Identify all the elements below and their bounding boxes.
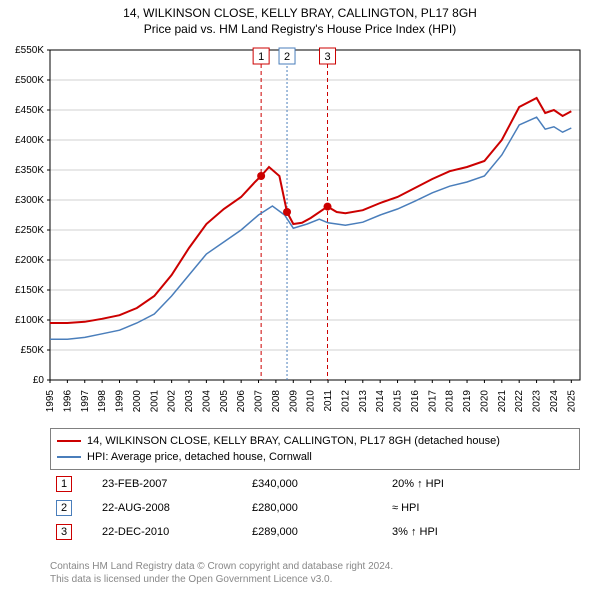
attribution-line-1: Contains HM Land Registry data © Crown c… bbox=[50, 560, 580, 573]
marker-price-2: £280,000 bbox=[252, 502, 392, 514]
marker-price-1: £340,000 bbox=[252, 478, 392, 490]
marker-hpi-1: 20% ↑ HPI bbox=[392, 478, 580, 490]
marker-date-2: 22-AUG-2008 bbox=[102, 502, 252, 514]
marker-hpi-2: ≈ HPI bbox=[392, 502, 580, 514]
svg-text:2013: 2013 bbox=[358, 390, 369, 413]
marker-row-2: 2 22-AUG-2008 £280,000 ≈ HPI bbox=[50, 496, 580, 520]
svg-text:1: 1 bbox=[258, 51, 264, 63]
svg-text:£450K: £450K bbox=[15, 105, 44, 116]
svg-text:2019: 2019 bbox=[462, 390, 473, 413]
chart-plot-area: £0£50K£100K£150K£200K£250K£300K£350K£400… bbox=[50, 50, 580, 420]
svg-text:£150K: £150K bbox=[15, 285, 44, 296]
svg-text:2001: 2001 bbox=[149, 390, 160, 413]
svg-text:2014: 2014 bbox=[375, 390, 386, 413]
svg-text:£0: £0 bbox=[33, 375, 45, 386]
svg-text:1998: 1998 bbox=[97, 390, 108, 413]
svg-text:2012: 2012 bbox=[340, 390, 351, 413]
svg-text:2008: 2008 bbox=[271, 390, 282, 413]
svg-text:2004: 2004 bbox=[201, 390, 212, 413]
svg-text:2024: 2024 bbox=[549, 390, 560, 413]
svg-text:1997: 1997 bbox=[80, 390, 91, 413]
marker-hpi-3: 3% ↑ HPI bbox=[392, 526, 580, 538]
svg-text:3: 3 bbox=[324, 51, 330, 63]
svg-text:2015: 2015 bbox=[393, 390, 404, 413]
svg-text:2005: 2005 bbox=[219, 390, 230, 413]
svg-text:1995: 1995 bbox=[45, 390, 56, 413]
svg-text:2009: 2009 bbox=[288, 390, 299, 413]
legend: 14, WILKINSON CLOSE, KELLY BRAY, CALLING… bbox=[50, 428, 580, 470]
markers-table: 1 23-FEB-2007 £340,000 20% ↑ HPI 2 22-AU… bbox=[50, 472, 580, 544]
svg-text:2025: 2025 bbox=[566, 390, 577, 413]
chart-subtitle: Price paid vs. HM Land Registry's House … bbox=[0, 22, 600, 36]
svg-text:2006: 2006 bbox=[236, 390, 247, 413]
svg-text:2022: 2022 bbox=[514, 390, 525, 413]
attribution: Contains HM Land Registry data © Crown c… bbox=[50, 560, 580, 586]
svg-text:2003: 2003 bbox=[184, 390, 195, 413]
legend-swatch-hpi bbox=[57, 456, 81, 458]
marker-badge-2: 2 bbox=[56, 500, 72, 516]
legend-swatch-property bbox=[57, 440, 81, 442]
legend-item-property: 14, WILKINSON CLOSE, KELLY BRAY, CALLING… bbox=[57, 433, 573, 449]
chart-container: { "titles": { "line1": "14, WILKINSON CL… bbox=[0, 0, 600, 590]
svg-text:2000: 2000 bbox=[132, 390, 143, 413]
svg-text:2023: 2023 bbox=[532, 390, 543, 413]
marker-row-1: 1 23-FEB-2007 £340,000 20% ↑ HPI bbox=[50, 472, 580, 496]
svg-text:2017: 2017 bbox=[427, 390, 438, 413]
svg-text:2002: 2002 bbox=[167, 390, 178, 413]
svg-text:2020: 2020 bbox=[479, 390, 490, 413]
svg-text:£100K: £100K bbox=[15, 315, 44, 326]
svg-text:£350K: £350K bbox=[15, 165, 44, 176]
svg-text:1999: 1999 bbox=[115, 390, 126, 413]
legend-label-hpi: HPI: Average price, detached house, Corn… bbox=[87, 451, 312, 463]
chart-title-address: 14, WILKINSON CLOSE, KELLY BRAY, CALLING… bbox=[0, 6, 600, 20]
attribution-line-2: This data is licensed under the Open Gov… bbox=[50, 573, 580, 586]
svg-text:2021: 2021 bbox=[497, 390, 508, 413]
svg-text:£200K: £200K bbox=[15, 255, 44, 266]
svg-text:£250K: £250K bbox=[15, 225, 44, 236]
marker-row-3: 3 22-DEC-2010 £289,000 3% ↑ HPI bbox=[50, 520, 580, 544]
marker-date-1: 23-FEB-2007 bbox=[102, 478, 252, 490]
svg-text:£400K: £400K bbox=[15, 135, 44, 146]
svg-text:2010: 2010 bbox=[306, 390, 317, 413]
marker-price-3: £289,000 bbox=[252, 526, 392, 538]
legend-item-hpi: HPI: Average price, detached house, Corn… bbox=[57, 449, 573, 465]
chart-svg: £0£50K£100K£150K£200K£250K£300K£350K£400… bbox=[50, 50, 580, 420]
svg-text:2018: 2018 bbox=[445, 390, 456, 413]
chart-titles: 14, WILKINSON CLOSE, KELLY BRAY, CALLING… bbox=[0, 0, 600, 36]
svg-text:2011: 2011 bbox=[323, 390, 334, 412]
svg-text:2016: 2016 bbox=[410, 390, 421, 413]
svg-text:2: 2 bbox=[284, 51, 290, 63]
svg-text:1996: 1996 bbox=[62, 390, 73, 413]
marker-badge-1: 1 bbox=[56, 476, 72, 492]
svg-text:£300K: £300K bbox=[15, 195, 44, 206]
svg-text:2007: 2007 bbox=[254, 390, 265, 413]
svg-text:£500K: £500K bbox=[15, 75, 44, 86]
marker-badge-3: 3 bbox=[56, 524, 72, 540]
svg-text:£50K: £50K bbox=[21, 345, 45, 356]
svg-text:£550K: £550K bbox=[15, 45, 44, 56]
marker-date-3: 22-DEC-2010 bbox=[102, 526, 252, 538]
legend-label-property: 14, WILKINSON CLOSE, KELLY BRAY, CALLING… bbox=[87, 435, 500, 447]
